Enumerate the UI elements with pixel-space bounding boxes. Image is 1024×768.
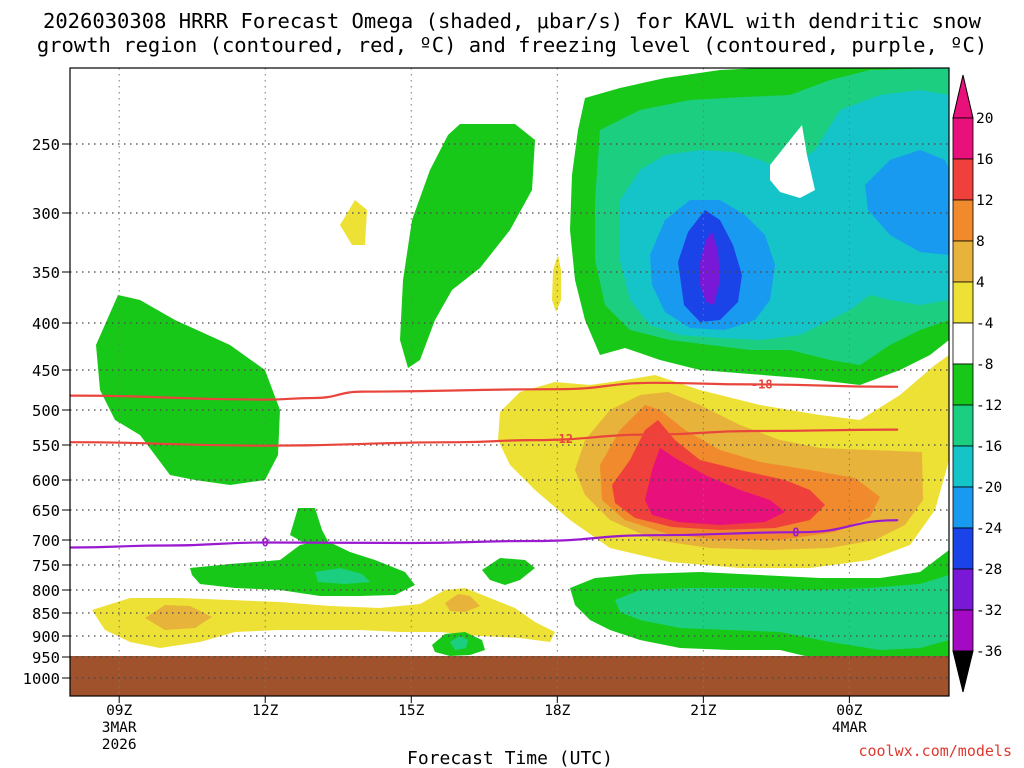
chart-title-line-1: 2026030308 HRRR Forecast Omega (shaded, … (43, 9, 982, 33)
y-tick-label: 750 (32, 557, 60, 575)
y-tick-label: 900 (32, 628, 60, 646)
y-tick-label: 800 (32, 582, 60, 600)
x-tick-label: 09Z (106, 703, 132, 719)
colorbar-segment (952, 363, 974, 406)
colorbar-segment (952, 199, 974, 242)
colorbar-label: -16 (976, 439, 1002, 455)
omega-shading (70, 68, 949, 696)
freezing-level-label: 0 (262, 536, 269, 550)
x-tick-label: 00Z (836, 703, 862, 719)
colorbar-label: 12 (976, 193, 993, 209)
omega-fill-plus8-low (145, 594, 480, 630)
omega-fill-white-hole (770, 125, 815, 198)
colorbar-label: -36 (976, 644, 1002, 660)
y-tick-label: 500 (32, 402, 60, 420)
omega-fill-minus12-low-left (315, 568, 370, 584)
colorbar-bottom-arrow (952, 650, 974, 693)
omega-fill-minus8-left (96, 295, 280, 485)
x-axis-title: Forecast Time (UTC) (407, 748, 613, 768)
omega-fill-plus4-low (92, 588, 555, 648)
colorbar-label: -24 (976, 521, 1002, 537)
x-tick-label: 18Z (544, 703, 570, 719)
colorbar-segment (952, 445, 974, 488)
y-tick-label: 600 (32, 472, 60, 490)
freezing-level-line (70, 519, 899, 549)
y-tick-label: 450 (32, 362, 60, 380)
colorbar-segment (952, 281, 974, 324)
dgz-contour-label: -18 (751, 378, 773, 392)
colorbar-label: 8 (976, 234, 985, 250)
colorbar-segment (952, 158, 974, 201)
colorbar-segment (952, 527, 974, 570)
colorbar-top-arrow (952, 74, 974, 119)
colorbar-segment (952, 609, 974, 652)
colorbar-segment (952, 240, 974, 283)
x-tick-label: 21Z (690, 703, 716, 719)
x-tick-label: 15Z (398, 703, 424, 719)
dgz-contour-line (70, 428, 899, 447)
colorbar-segment (952, 117, 974, 160)
colorbar-label: -32 (976, 603, 1002, 619)
colorbar-label: -28 (976, 562, 1002, 578)
y-tick-label: 850 (32, 605, 60, 623)
grid-lines (70, 68, 949, 696)
x-tick-date: 4MAR (832, 720, 867, 736)
freezing-level-label: 0 (792, 525, 799, 539)
contour-lines: -18 -12 0 0 (70, 378, 899, 550)
colorbar-label: 4 (976, 275, 985, 291)
y-tick-label: 400 (32, 315, 60, 333)
omega-fill-plus4-small-upper (340, 200, 367, 245)
colorbar-label: 20 (976, 111, 993, 127)
y-tick-label: 700 (32, 532, 60, 550)
omega-fill-minus12-bottom-spot (450, 636, 468, 650)
watermark: coolwx.com/models (858, 742, 1012, 760)
y-tick-label: 1000 (23, 670, 60, 688)
plot-area: -18 -12 0 0 (70, 68, 949, 696)
x-tick-date: 3MAR (102, 720, 137, 736)
dgz-contour-label: -12 (551, 432, 573, 446)
colorbar-label: 16 (976, 152, 993, 168)
omega-fill-minus12-low-right (615, 575, 949, 650)
omega-fill-minus8-upper-middle (400, 124, 535, 368)
colorbar-segment (952, 404, 974, 447)
terrain-below-ground (70, 656, 949, 696)
omega-fill-plus4-sliver (552, 255, 561, 312)
omega-fill-minus8-tiny (482, 558, 535, 585)
colorbar-segment (952, 568, 974, 611)
y-axis: 250 300 350 400 450 500 550 600 650 700 750 800 850 9… (23, 136, 70, 688)
y-tick-label: 300 (32, 205, 60, 223)
omega-fill-minus8-small-mid (290, 508, 330, 546)
plot-frame (69, 67, 950, 697)
y-tick-label: 550 (32, 437, 60, 455)
colorbar: 20 16 12 8 4 -4 -8 -12 -16 -20 -24 -28 -32 -36 (952, 74, 1002, 693)
colorbar-label: -8 (976, 357, 993, 373)
colorbar-label: -12 (976, 398, 1002, 414)
dgz-contour-line (70, 381, 899, 401)
omega-fill-plus20-mid (645, 448, 785, 525)
y-tick-label: 650 (32, 502, 60, 520)
colorbar-segment (952, 322, 974, 365)
y-tick-label: 950 (32, 649, 60, 667)
colorbar-label: -4 (976, 316, 994, 332)
x-tick-year: 2026 (102, 737, 137, 753)
colorbar-label: -20 (976, 480, 1002, 496)
colorbar-segment (952, 486, 974, 529)
x-tick-label: 12Z (252, 703, 278, 719)
omega-fill-minus28-upper-right (700, 232, 720, 305)
chart-title-line-2: growth region (contoured, red, ºC) and f… (37, 33, 987, 57)
y-tick-label: 250 (32, 136, 60, 154)
y-tick-label: 350 (32, 264, 60, 282)
